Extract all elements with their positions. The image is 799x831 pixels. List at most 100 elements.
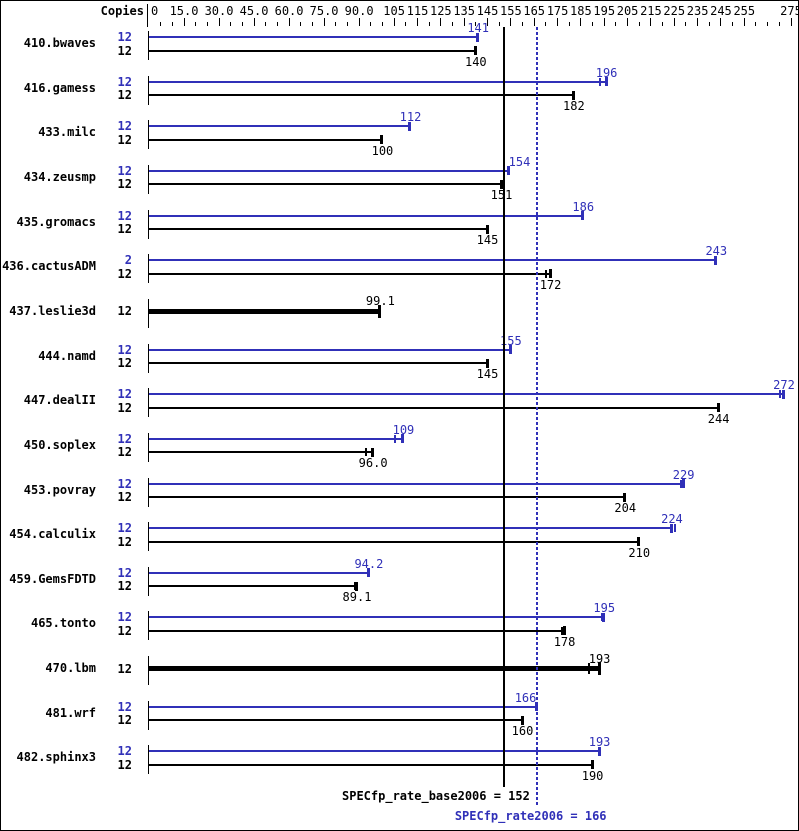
axis-major-tick [253, 18, 255, 26]
axis-tick-label: 195 [593, 4, 616, 18]
axis-major-tick [358, 18, 360, 26]
axis-minor-tick [171, 22, 173, 26]
combined-bar [149, 666, 600, 672]
peak-bar [149, 616, 605, 619]
bar-value-label: 186 [572, 199, 595, 214]
bar-value-label: 193 [588, 735, 611, 750]
base-bar [149, 496, 626, 498]
bar-baseline [148, 745, 149, 775]
base-bar [149, 183, 502, 186]
axis-minor-tick [451, 22, 453, 26]
bar-end-tick [366, 568, 370, 578]
axis-minor-tick [230, 22, 232, 26]
axis-major-tick [673, 18, 675, 26]
benchmark-name: 470.lbm [45, 661, 96, 676]
axis-minor-tick [545, 22, 547, 26]
axis-minor-tick [778, 22, 780, 26]
axis-major-tick [697, 18, 699, 26]
axis-minor-tick [568, 22, 570, 26]
base-bar [149, 540, 640, 543]
benchmark-name: 433.milc [38, 125, 96, 140]
axis-minor-tick [615, 22, 617, 26]
copies-value: 12 [117, 757, 132, 772]
axis-tick-label: 60.0 [274, 4, 304, 18]
bar-value-label: 272 [773, 378, 795, 393]
bar-end-tick [571, 90, 575, 100]
axis-major-tick [288, 18, 290, 26]
axis-major-tick [218, 18, 220, 26]
base-bar [149, 585, 357, 588]
peak-bar [149, 259, 717, 262]
axis-minor-tick [522, 22, 524, 26]
bar-value-label: 178 [553, 634, 576, 649]
benchmark-name: 459.GemsFDTD [9, 571, 96, 586]
bar-range-tick [365, 448, 368, 457]
base-bar [149, 763, 593, 766]
bar-value-label: 204 [614, 501, 637, 515]
axis-minor-tick [241, 22, 243, 26]
bar-value-label: 193 [588, 651, 611, 666]
base-bar [149, 629, 565, 632]
copies-value: 12 [117, 208, 132, 223]
benchmark-name: 481.wrf [45, 705, 96, 720]
bar-baseline [148, 700, 149, 730]
axis-minor-tick [755, 22, 757, 26]
axis-major-tick [183, 18, 185, 26]
bar-value-label: 96.0 [358, 456, 388, 471]
bar-baseline [148, 209, 149, 239]
bar-end-tick [716, 403, 720, 413]
copies-value: 12 [117, 476, 132, 491]
bar-value-label: 155 [500, 333, 522, 348]
axis-minor-tick [276, 22, 278, 26]
bar-value-label: 154 [508, 154, 531, 169]
bar-end-tick [485, 224, 489, 234]
copies-value: 12 [117, 623, 132, 638]
benchmark-name: 465.tonto [30, 616, 96, 631]
combined-bar [149, 308, 381, 314]
copies-value: 12 [117, 163, 132, 178]
benchmark-name: 435.gromacs [16, 214, 96, 229]
axis-tick-label: 235 [686, 4, 709, 18]
bar-end-tick [499, 179, 503, 189]
copies-value: 12 [117, 713, 132, 728]
axis-major-tick [557, 18, 559, 26]
bar-baseline [148, 298, 149, 328]
copies-value: 12 [117, 266, 132, 281]
bar-range-tick [588, 663, 591, 675]
bar-value-label: 145 [476, 233, 499, 248]
bar-value-label: 244 [707, 411, 730, 426]
bar-end-tick [520, 715, 524, 725]
bar-end-tick [669, 523, 673, 533]
axis-minor-tick [498, 22, 500, 26]
bar-end-tick [485, 358, 489, 368]
axis-major-tick [393, 18, 395, 26]
axis-tick-label: 165 [523, 4, 546, 18]
bar-value-label: 210 [628, 545, 651, 560]
axis-tick-label: 175 [546, 4, 569, 18]
bar-baseline [148, 522, 149, 552]
bar-range-tick [600, 613, 603, 622]
bar-end-tick [548, 269, 552, 279]
axis-major-tick [743, 18, 745, 26]
base-bar [149, 451, 374, 454]
copies-value: 12 [117, 661, 132, 676]
axis-tick-label: 135 [453, 4, 475, 18]
bar-baseline [148, 566, 149, 596]
axis-major-tick [580, 18, 582, 26]
copies-value: 12 [117, 699, 132, 714]
axis-minor-tick [767, 22, 769, 26]
axis-tick-label: 30.0 [204, 4, 234, 18]
peak-bar [149, 36, 479, 38]
bar-baseline [148, 343, 149, 373]
bar-end-tick [401, 434, 405, 444]
bar-end-tick [590, 760, 594, 770]
axis-minor-tick [428, 22, 430, 26]
bar-end-tick [681, 479, 685, 488]
base-bar [149, 228, 488, 231]
axis-major-tick [463, 18, 465, 26]
axis-minor-tick [160, 22, 162, 26]
copies-value: 12 [117, 177, 132, 192]
axis-tick-label: 185 [570, 4, 592, 18]
copies-value: 12 [117, 119, 132, 134]
